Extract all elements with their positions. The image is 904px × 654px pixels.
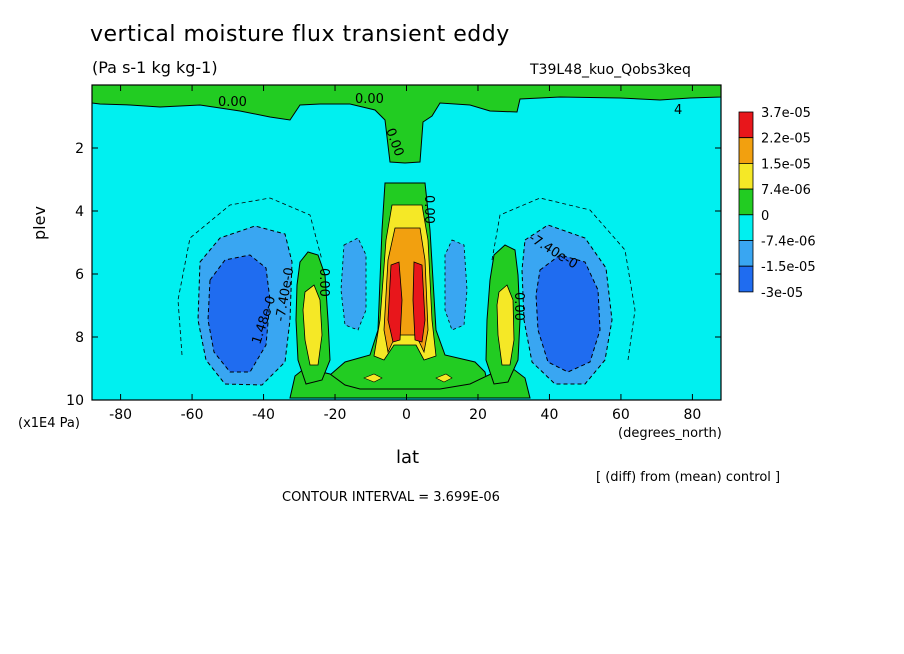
colorbar-label: 7.4e-06 [761,183,811,198]
field-yellow-right [496,284,515,366]
colorbar-label: 0 [761,209,769,224]
contour-label: 0.00 [316,268,331,297]
contour-label: 0.00 [355,92,384,107]
colorbar-label: -7.4e-06 [761,235,816,250]
field-yellow-spot-2 [435,373,453,383]
colorbar-swatch [738,240,754,267]
contour-dashed-right [491,197,636,361]
contour-label: 4 [674,103,682,118]
y-tick-label: 4 [75,204,84,220]
field-blue-mid-right [444,239,468,331]
colorbar-swatch [738,265,754,293]
field-blue-mid-left [340,237,367,331]
field-green-top [92,85,721,164]
x-axis-units: (degrees_north) [618,426,722,441]
contour-label: 0.00 [511,292,526,321]
x-tick-label: 60 [612,407,630,423]
field-blue-right-inner [535,254,601,373]
contour-label: 0.00 [218,95,247,110]
contour-interval: CONTOUR INTERVAL = 3.699E-06 [282,490,500,505]
x-tick-label: 20 [469,407,487,423]
y-axis-units: (x1E4 Pa) [18,416,80,431]
colorbar-label: -1.5e-05 [761,260,816,275]
contour-dashed-left [177,197,323,356]
colorbar-label: -3e-05 [761,286,803,301]
y-tick-label: 2 [75,141,84,157]
colorbar-label: 2.2e-05 [761,132,811,147]
colorbar-swatch [738,214,754,241]
colorbar-swatch [738,162,754,190]
chart-title: vertical moisture flux transient eddy [90,22,510,47]
contour-label: 0.00 [421,195,436,224]
x-tick-label: -80 [109,407,132,423]
field-yellow-spot-1 [363,373,383,383]
axes: -80 -60 -40 -20 0 20 40 60 80 2 4 6 8 10 [66,85,721,423]
diff-note: [ (diff) from (mean) control ] [596,470,781,485]
x-tick-label: -40 [252,407,275,423]
y-tick-label: 6 [75,267,84,283]
run-label: T39L48_kuo_Qobs3keq [530,62,691,78]
field-blue-left-inner [207,254,271,373]
colorbar-swatch [738,188,754,216]
colorbar: 3.7e-05 2.2e-05 1.5e-05 7.4e-06 0 -7.4e-06 -1.… [738,106,816,301]
x-tick-label: 40 [541,407,559,423]
chart-units: (Pa s-1 kg kg-1) [92,58,218,77]
x-tick-label: 0 [402,407,411,423]
x-tick-label: -20 [324,407,347,423]
colorbar-label: 3.7e-05 [761,106,811,121]
field-red-right [412,261,426,343]
y-tick-label: 10 [66,393,84,409]
x-axis-label: lat [396,447,420,468]
field-red-left [387,261,403,343]
y-tick-label: 8 [75,330,84,346]
field-yellow-left [302,284,323,366]
colorbar-swatch [738,137,754,164]
colorbar-label: 1.5e-05 [761,157,811,172]
x-tick-label: -60 [181,407,204,423]
x-tick-label: 80 [683,407,701,423]
contour-field [92,85,721,400]
colorbar-swatch [738,111,754,139]
